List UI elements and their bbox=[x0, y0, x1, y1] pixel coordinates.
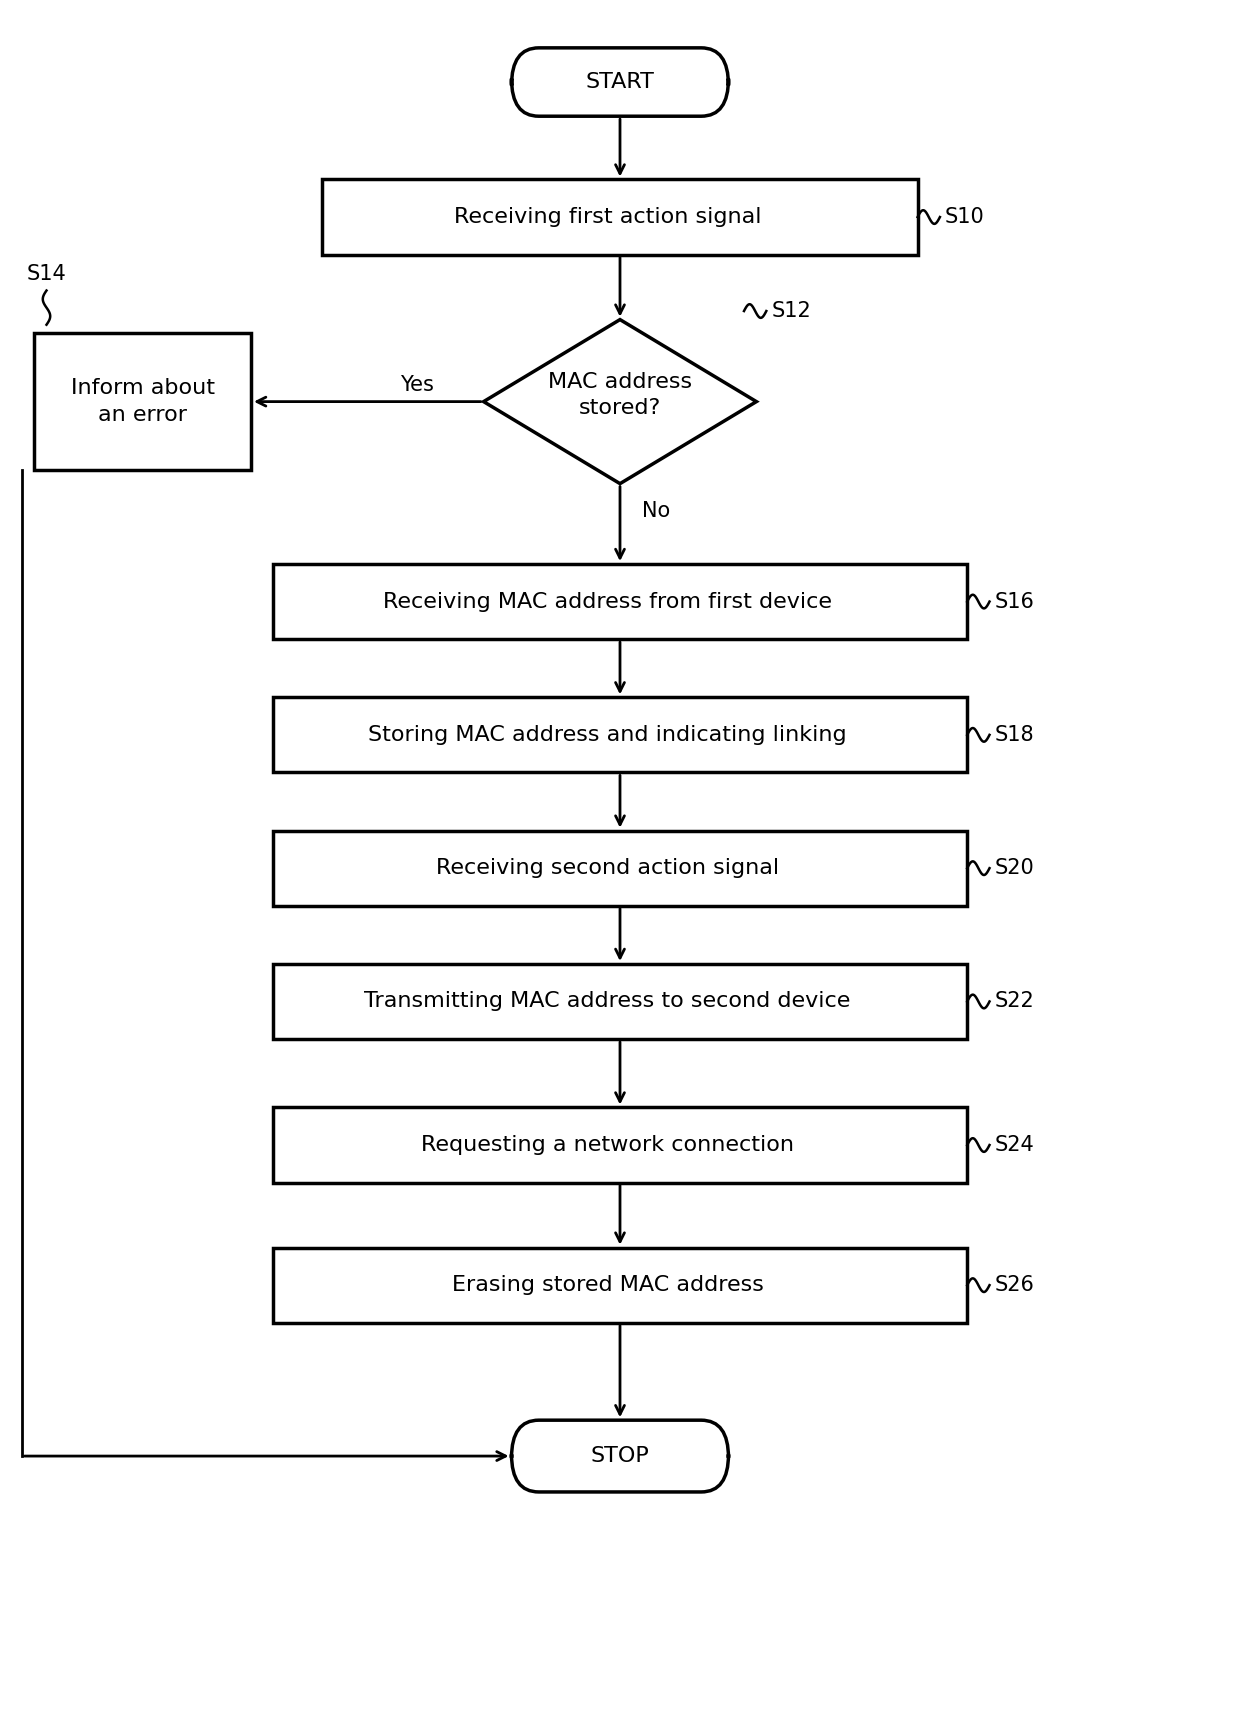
Bar bbox=[273, 564, 967, 639]
Bar bbox=[273, 831, 967, 906]
FancyBboxPatch shape bbox=[511, 48, 728, 116]
Text: No: No bbox=[642, 501, 671, 521]
Text: S16: S16 bbox=[994, 591, 1034, 612]
Text: Receiving MAC address from first device: Receiving MAC address from first device bbox=[383, 591, 832, 612]
Bar bbox=[273, 1248, 967, 1323]
Polygon shape bbox=[484, 320, 756, 484]
Text: Yes: Yes bbox=[401, 374, 434, 395]
Text: Storing MAC address and indicating linking: Storing MAC address and indicating linki… bbox=[368, 725, 847, 745]
Text: MAC address
stored?: MAC address stored? bbox=[548, 371, 692, 419]
Text: S18: S18 bbox=[994, 725, 1034, 745]
Bar bbox=[35, 333, 250, 470]
Text: S26: S26 bbox=[994, 1275, 1034, 1295]
Text: S12: S12 bbox=[771, 301, 811, 321]
Bar bbox=[273, 964, 967, 1039]
Bar bbox=[322, 179, 918, 255]
Text: S24: S24 bbox=[994, 1135, 1034, 1155]
Text: Receiving second action signal: Receiving second action signal bbox=[436, 858, 779, 878]
Text: S22: S22 bbox=[994, 991, 1034, 1012]
Text: Requesting a network connection: Requesting a network connection bbox=[422, 1135, 794, 1155]
Bar bbox=[273, 1107, 967, 1183]
Bar bbox=[273, 697, 967, 772]
Text: Receiving first action signal: Receiving first action signal bbox=[454, 207, 761, 227]
Text: Inform about
an error: Inform about an error bbox=[71, 378, 215, 426]
Text: STOP: STOP bbox=[590, 1446, 650, 1466]
Text: Transmitting MAC address to second device: Transmitting MAC address to second devic… bbox=[365, 991, 851, 1012]
Text: START: START bbox=[585, 72, 655, 92]
Text: S10: S10 bbox=[945, 207, 985, 227]
FancyBboxPatch shape bbox=[511, 1420, 728, 1492]
Text: Erasing stored MAC address: Erasing stored MAC address bbox=[451, 1275, 764, 1295]
Text: S20: S20 bbox=[994, 858, 1034, 878]
Text: S14: S14 bbox=[26, 263, 67, 284]
